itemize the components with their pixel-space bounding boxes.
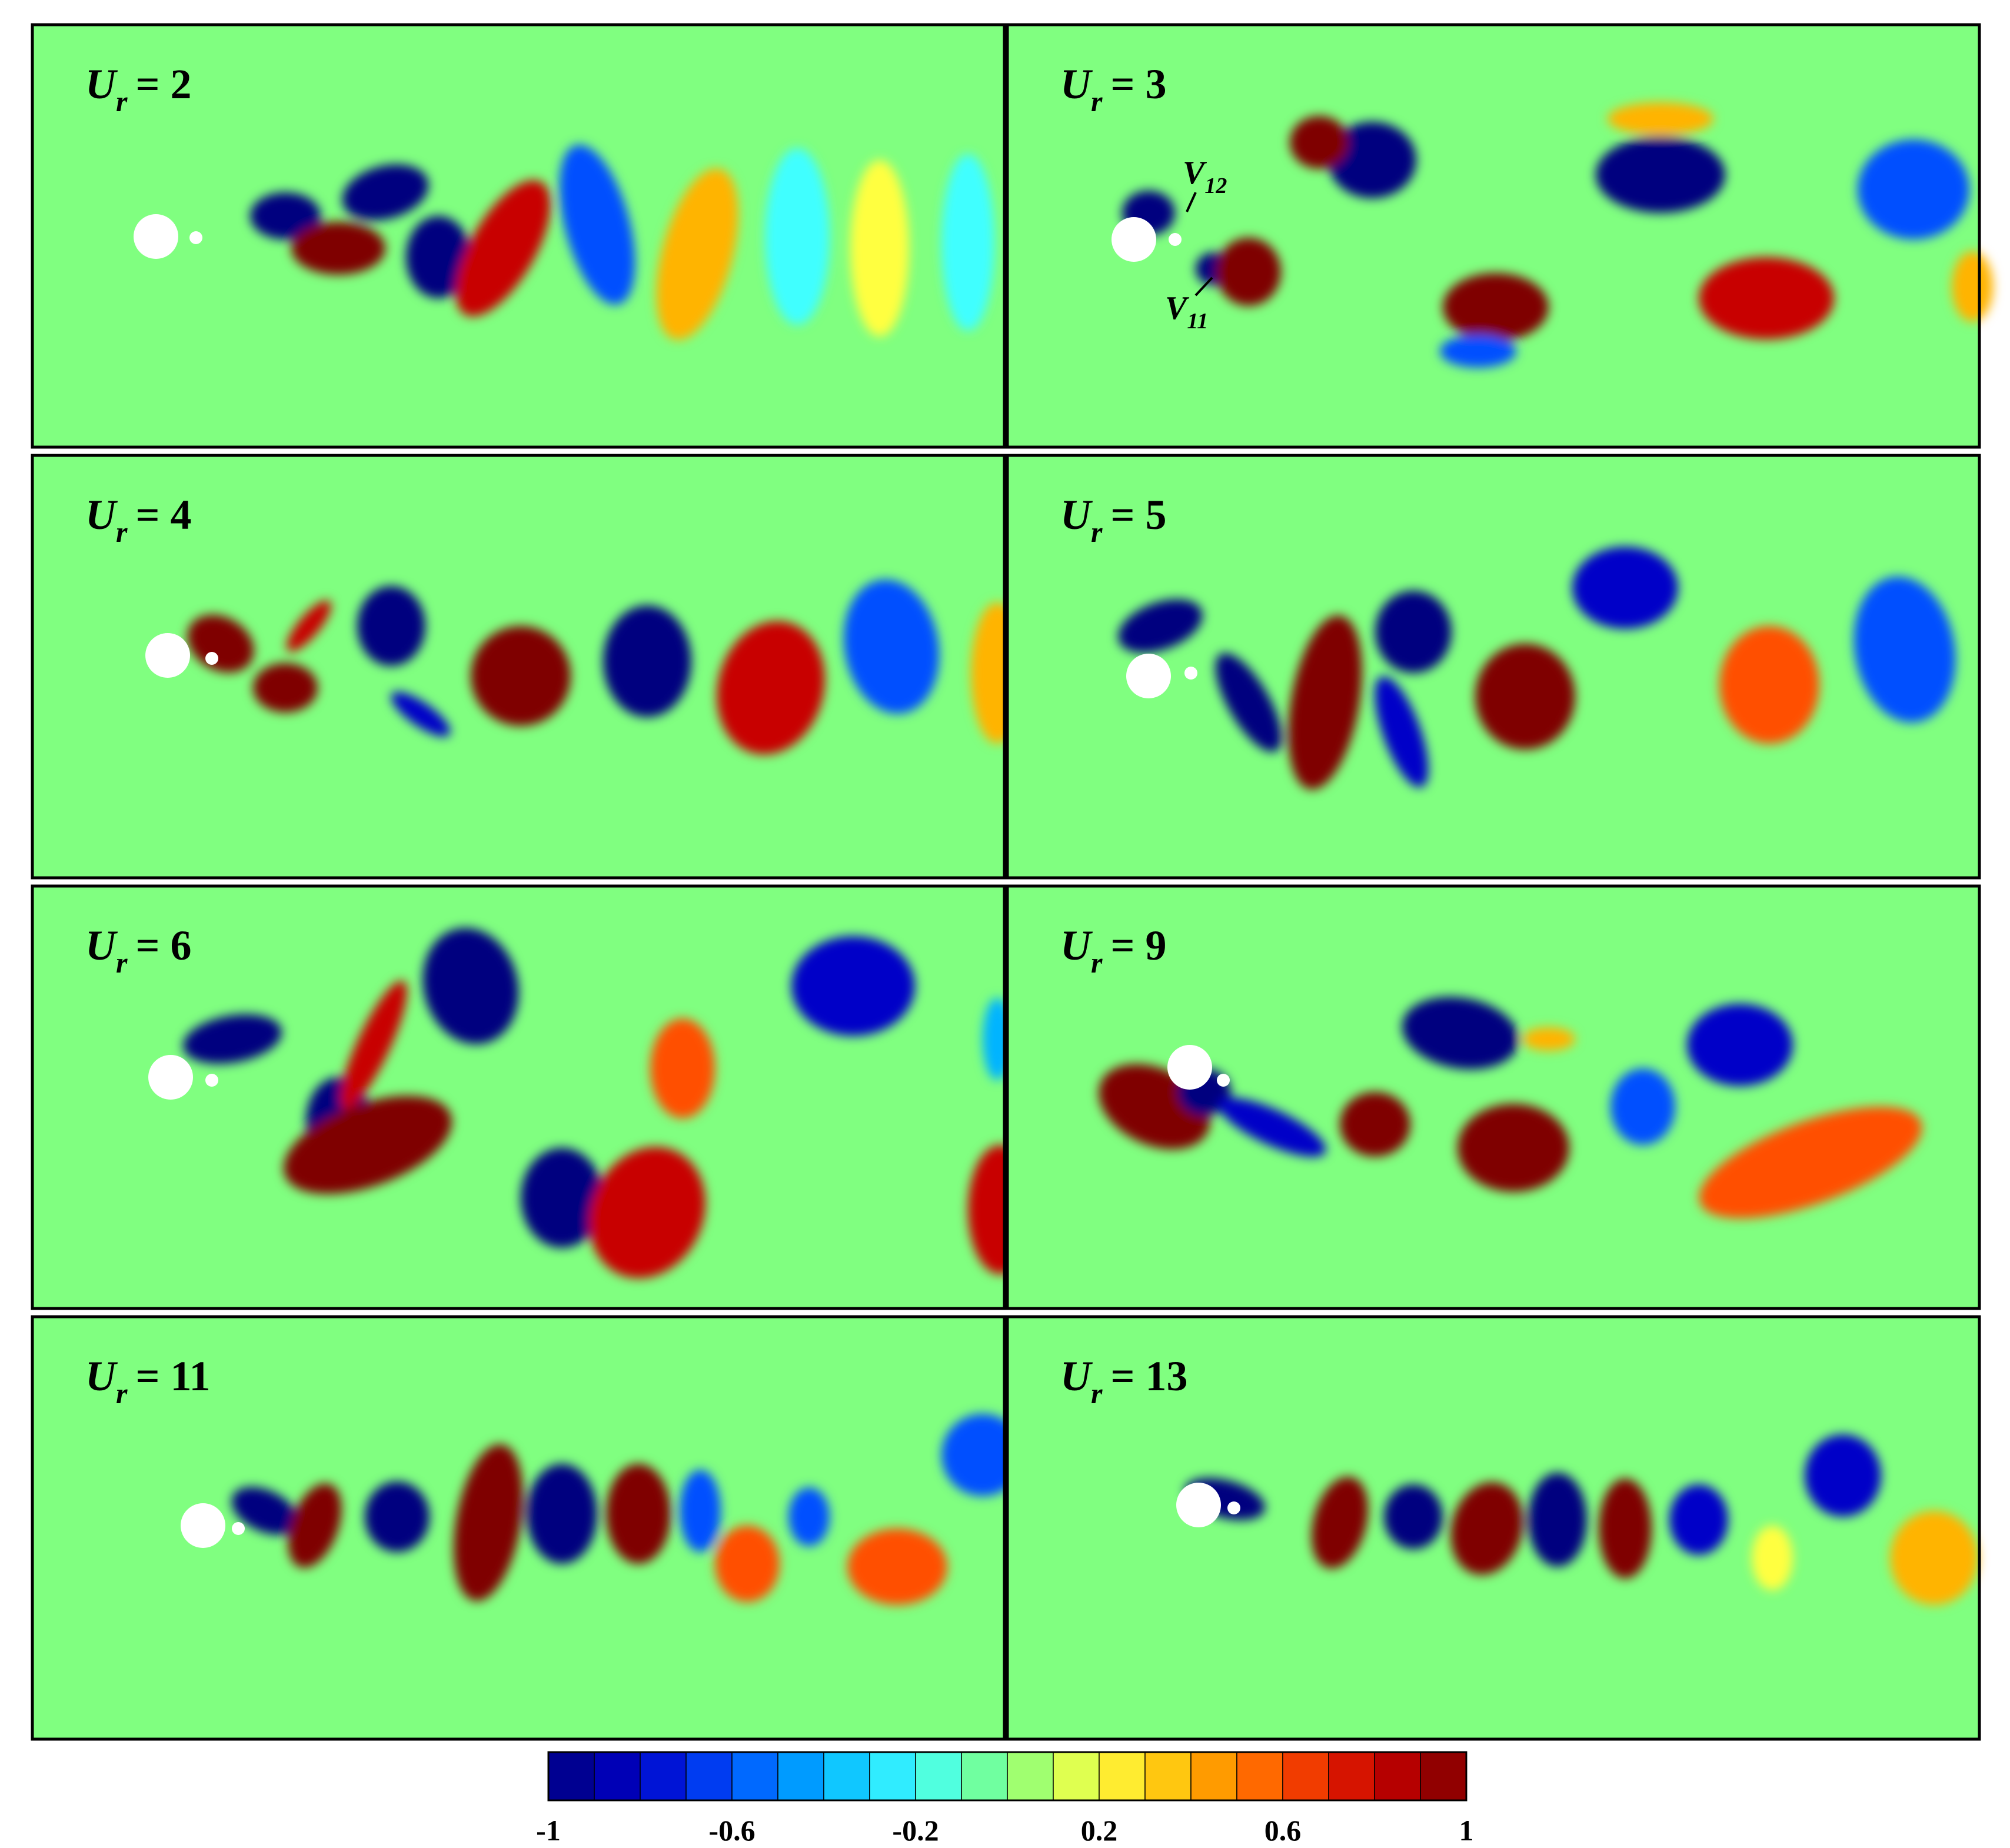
- colorbar-cell: [869, 1752, 916, 1801]
- colorbar-tick-label: 0.2: [1081, 1814, 1118, 1847]
- cylinder: [1167, 1045, 1212, 1090]
- panel-ur-11: Ur = 11: [31, 1315, 1024, 1741]
- panel-ur-3: V12 V11 Ur = 3: [1006, 23, 1993, 449]
- cylinder: [1176, 1483, 1221, 1527]
- colorbar-tick-label: -0.6: [708, 1814, 755, 1847]
- vortex-field: [1184, 1434, 1978, 1605]
- small-cylinder: [1217, 1074, 1230, 1087]
- colorbar-cell: [594, 1752, 641, 1801]
- colorbar-cell: [1190, 1752, 1237, 1801]
- small-cylinder: [1227, 1501, 1240, 1514]
- colorbar-cell: [1420, 1752, 1467, 1801]
- vortex-field: [1118, 547, 1956, 790]
- v12-label: V12: [1183, 155, 1227, 198]
- cylinder: [134, 214, 178, 259]
- colorbar-cell: [1007, 1752, 1054, 1801]
- colorbar-cell: [1053, 1752, 1100, 1801]
- v11-pointer: [1194, 277, 1213, 297]
- panel-frame: [31, 884, 1006, 1310]
- cylinder: [148, 1055, 193, 1100]
- colorbar-cells: [548, 1752, 1467, 1801]
- small-cylinder: [205, 1074, 218, 1087]
- small-cylinder: [205, 652, 218, 665]
- colorbar-cell: [1099, 1752, 1146, 1801]
- panel-ur-9: Ur = 9: [1006, 884, 1981, 1310]
- panel-ur-4: Ur = 4: [31, 454, 1024, 880]
- panel-label: Ur = 9: [1060, 922, 1167, 979]
- colorbar-cell: [915, 1752, 962, 1801]
- panel-label: Ur = 3: [1060, 61, 1167, 118]
- colorbar-cell: [823, 1752, 870, 1801]
- vortex-field: [1122, 102, 1993, 368]
- panel-frame: [31, 23, 1006, 449]
- colorbar-cell: [685, 1752, 733, 1801]
- colorbar-cell: [1236, 1752, 1283, 1801]
- v12-pointer: [1186, 192, 1197, 212]
- colorbar-tick-label: -0.2: [892, 1814, 939, 1847]
- colorbar-cell: [961, 1752, 1008, 1801]
- panel-frame: [31, 1315, 1006, 1741]
- colorbar-cell: [548, 1752, 595, 1801]
- colorbar-tick-label: 1: [1459, 1814, 1474, 1847]
- colorbar-cell: [1144, 1752, 1192, 1801]
- small-cylinder: [232, 1522, 245, 1535]
- small-cylinder: [1169, 233, 1182, 246]
- cylinder: [181, 1503, 225, 1548]
- panel-ur-2: Ur = 2: [31, 23, 1006, 449]
- small-cylinder: [189, 231, 202, 244]
- vortex-field: [250, 145, 994, 340]
- panel-frame: [1006, 454, 1981, 880]
- panel-label: Ur = 5: [1060, 491, 1167, 548]
- panel-ur-13: Ur = 13: [1006, 1315, 1981, 1741]
- vortex-field: [183, 928, 1033, 1278]
- colorbar: -1 -0.6 -0.2 0.2 0.6 1: [536, 1751, 1474, 1847]
- panel-label: Ur = 11: [85, 1353, 211, 1410]
- colorbar-tick-labels: -1 -0.6 -0.2 0.2 0.6 1: [536, 1814, 1473, 1847]
- colorbar-cell: [1328, 1752, 1375, 1801]
- v11-label: V11: [1165, 290, 1208, 334]
- colorbar-cell: [640, 1752, 687, 1801]
- colorbar-frame: [547, 1751, 1467, 1802]
- panel-label: Ur = 6: [85, 922, 192, 979]
- colorbar-cell: [1374, 1752, 1421, 1801]
- cylinder: [1112, 217, 1156, 262]
- cylinder: [145, 633, 190, 678]
- colorbar-cell: [1282, 1752, 1329, 1801]
- colorbar-tick-label: -1: [536, 1814, 561, 1847]
- panel-frame: [1006, 23, 1981, 449]
- colorbar-cell: [777, 1752, 824, 1801]
- panel-ur-6: Ur = 6: [31, 884, 1033, 1310]
- vortex-field: [1099, 997, 1922, 1218]
- colorbar-cell: [731, 1752, 778, 1801]
- panel-label: Ur = 2: [85, 61, 192, 118]
- panel-frame: [1006, 1315, 1981, 1741]
- panel-background: [1007, 25, 1979, 447]
- small-cylinder: [1184, 667, 1197, 680]
- colorbar-tick-label: 0.6: [1264, 1814, 1302, 1847]
- cylinder: [1126, 654, 1171, 698]
- panel-frame: [31, 454, 1006, 880]
- panel-frame: [1006, 884, 1981, 1310]
- panel-label: Ur = 4: [85, 491, 192, 548]
- panel-ur-5: Ur = 5: [1006, 454, 1981, 880]
- panel-label: Ur = 13: [1060, 1353, 1188, 1410]
